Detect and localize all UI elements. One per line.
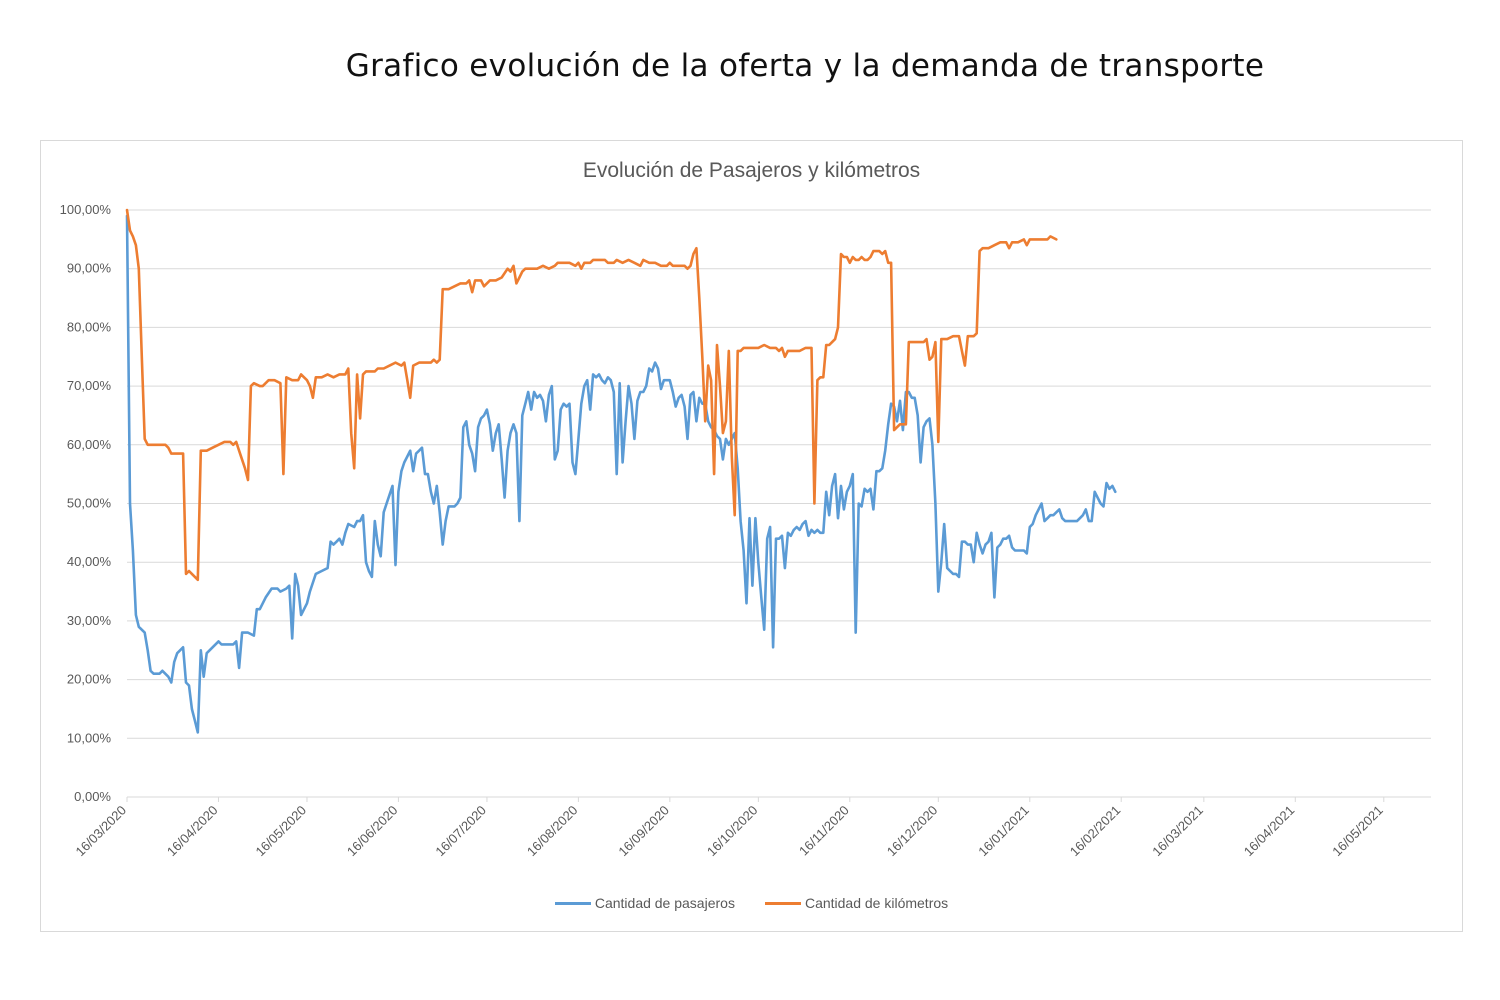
page-title: Grafico evolución de la oferta y la dema… [345, 48, 1265, 84]
legend-label-kilometros: Cantidad de kilómetros [804, 895, 949, 911]
legend-item-kilometros: Cantidad de kilómetros [764, 895, 949, 911]
y-axis: 0,00% 10,00% 20,00% 30,00% 40,00% 50,00% 60,00… [60, 202, 112, 804]
series-line-kilometros [125, 208, 1058, 582]
x-tick-label: 16/03/2020 [72, 803, 129, 860]
series-line-pasajeros [125, 214, 1117, 734]
x-tick-label: 16/01/2021 [975, 803, 1032, 860]
x-tick-label: 16/04/2020 [164, 803, 221, 860]
gridlines [127, 209, 1431, 798]
series-lines [125, 208, 1117, 734]
plot-svg: 0,00% 10,00% 20,00% 30,00% 40,00% 50,00% 60,00… [60, 202, 1431, 860]
y-tick-label: 20,00% [67, 672, 112, 687]
y-tick-label: 60,00% [67, 437, 112, 452]
x-tick-label: 16/04/2021 [1241, 803, 1298, 860]
y-tick-label: 0,00% [74, 789, 111, 804]
y-tick-label: 10,00% [67, 730, 112, 745]
legend: Cantidad de pasajeros Cantidad de kilóme… [41, 895, 1462, 911]
y-tick-label: 50,00% [67, 496, 112, 511]
y-tick-label: 80,00% [67, 319, 112, 334]
y-tick-label: 30,00% [67, 613, 112, 628]
x-tick-label: 16/07/2020 [432, 803, 489, 860]
legend-swatch-kilometros [764, 901, 801, 905]
x-tick-label: 16/02/2021 [1067, 803, 1124, 860]
chart-area: Evolución de Pasajeros y kilómetros 0,00… [40, 140, 1463, 932]
x-tick-label: 16/11/2020 [796, 803, 852, 859]
y-tick-label: 40,00% [67, 554, 112, 569]
legend-swatch-pasajeros [554, 901, 591, 905]
x-tick-label: 16/05/2021 [1329, 803, 1386, 860]
x-tick-label: 16/09/2020 [615, 803, 672, 860]
x-axis: 16/03/2020 16/04/2020 16/05/2020 16/06/2020… [72, 797, 1386, 860]
legend-label-pasajeros: Cantidad de pasajeros [594, 895, 735, 911]
y-tick-label: 90,00% [67, 261, 112, 276]
x-tick-label: 16/05/2020 [252, 803, 309, 860]
x-tick-label: 16/12/2020 [884, 803, 941, 860]
legend-item-pasajeros: Cantidad de pasajeros [554, 895, 735, 911]
x-tick-label: 16/10/2020 [704, 803, 761, 860]
x-tick-label: 16/08/2020 [524, 803, 581, 860]
y-tick-label: 100,00% [60, 202, 112, 217]
x-tick-label: 16/06/2020 [344, 803, 401, 860]
x-tick-label: 16/03/2021 [1149, 803, 1206, 860]
y-tick-label: 70,00% [67, 378, 112, 393]
chart-title: Evolución de Pasajeros y kilómetros [582, 159, 921, 182]
